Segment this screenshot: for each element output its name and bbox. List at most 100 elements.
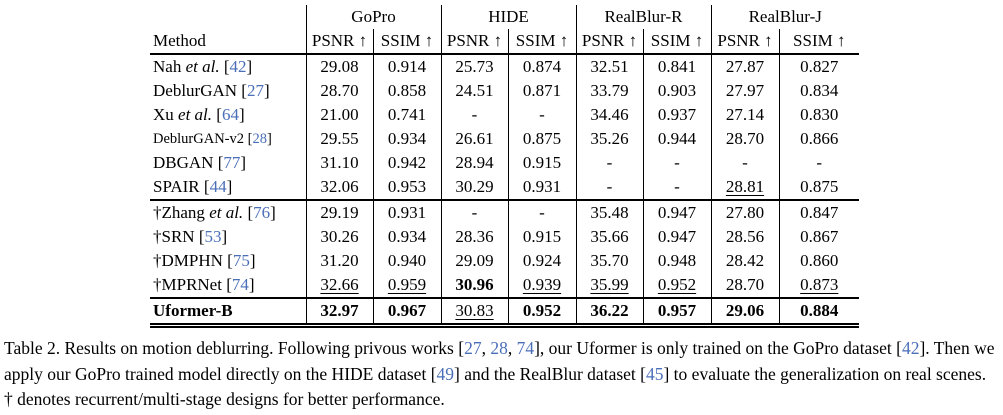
metric-value: - (507, 103, 576, 127)
metric-value-text: 0.953 (387, 177, 427, 196)
results-table-container: GoPro HIDE RealBlur-R RealBlur-J Method … (150, 5, 859, 328)
citation-link[interactable]: 64 (221, 105, 239, 124)
metric-value: 28.36 (440, 225, 508, 249)
metric-value-text: 0.867 (800, 227, 839, 246)
metric-label: SSIM (650, 31, 695, 50)
metric-value: 0.931 (507, 175, 576, 200)
metric-value: 0.957 (642, 297, 711, 328)
et-al-italic: et al. (178, 105, 213, 124)
caption-text: apply our GoPro trained model directly o… (4, 363, 437, 384)
method-column-header: Method (150, 29, 306, 55)
citation-link[interactable]: 28 (490, 338, 508, 358)
metric-value-text: - (539, 203, 545, 222)
metric-value: 32.97 (305, 297, 373, 328)
metric-value: 0.934 (372, 225, 441, 249)
table-row: Nah et al. [42] 29.08 0.914 25.73 0.874 32.51… (150, 54, 859, 79)
metric-value: 0.834 (778, 79, 859, 103)
up-arrow-icon: ↑ (424, 31, 434, 50)
metric-value: 0.952 (642, 273, 711, 298)
metric-value-text: 28.70 (725, 275, 765, 294)
metric-value-text: 0.967 (387, 301, 427, 320)
table-row: DeblurGAN-v2 [28] 29.55 0.934 26.61 0.875 35.… (150, 127, 859, 151)
caption-text: ]. Then we (919, 338, 995, 358)
metric-value: 0.871 (507, 79, 576, 103)
metric-value-text: 30.29 (455, 177, 494, 196)
metric-value: 0.937 (642, 103, 711, 127)
up-arrow-icon: ↑ (694, 31, 704, 50)
metric-value: 32.66 (305, 273, 373, 298)
method-label: †DMPHN (153, 251, 223, 270)
et-al-italic: et al. (185, 57, 220, 76)
group-header-realblur-r: RealBlur-R (575, 5, 711, 29)
citation-link[interactable]: 75 (232, 251, 250, 270)
metric-value: 28.42 (710, 249, 779, 273)
citation-link[interactable]: 42 (901, 338, 920, 358)
metric-value: 29.09 (440, 249, 508, 273)
group-header-realblur-j: RealBlur-J (710, 5, 859, 29)
citation-bracket: [ (221, 275, 232, 294)
citation-link[interactable]: 45 (645, 363, 664, 384)
method-name: DBGAN [77] (150, 151, 306, 175)
metric-value-text: 0.830 (800, 105, 839, 124)
metric-value: 28.70 (305, 79, 373, 103)
metric-value-text: 28.81 (725, 177, 765, 196)
metric-value: 27.80 (710, 199, 779, 225)
citation-link[interactable]: 27 (464, 338, 482, 358)
metric-value-text: 0.875 (800, 177, 839, 196)
metric-value: 28.70 (710, 273, 779, 298)
metric-value-text: 35.66 (590, 227, 629, 246)
metric-value-text: 0.873 (800, 275, 839, 294)
metric-value: 30.26 (305, 225, 373, 249)
col-header-hide-psnr: PSNR ↑ (440, 29, 508, 55)
citation-link[interactable]: 76 (253, 203, 271, 222)
metric-value: 29.19 (305, 199, 373, 225)
method-name: †Zhang et al. [76] (150, 199, 306, 225)
metric-value-text: 35.70 (590, 251, 629, 270)
metric-value-text: 0.741 (387, 105, 427, 124)
citation-link[interactable]: 74 (516, 338, 535, 358)
citation-link[interactable]: 27 (246, 81, 264, 100)
table-row: †DMPHN [75] 31.20 0.940 29.09 0.924 35.70 0.94… (150, 249, 859, 273)
metric-value: 35.70 (575, 249, 643, 273)
metric-value: 35.66 (575, 225, 643, 249)
metric-value: 0.827 (778, 54, 859, 79)
metric-value-text: 0.934 (387, 129, 427, 148)
metric-value-text: 24.51 (455, 81, 494, 100)
metric-value: 0.875 (507, 127, 576, 151)
metric-value: 0.953 (372, 175, 441, 200)
citation-link[interactable]: 42 (229, 57, 247, 76)
citation-link[interactable]: 77 (223, 153, 241, 172)
metric-value: 27.97 (710, 79, 779, 103)
metric-value: 32.06 (305, 175, 373, 200)
metric-value: 26.61 (440, 127, 508, 151)
citation-link[interactable]: 53 (204, 227, 222, 246)
citation-link[interactable]: 44 (209, 177, 227, 196)
metric-value-text: 25.73 (455, 57, 494, 76)
citation-link[interactable]: 74 (231, 275, 249, 294)
et-al-italic: et al. (209, 203, 244, 222)
metric-value: 0.934 (372, 127, 441, 151)
metric-value-text: - (471, 203, 478, 222)
metric-value: 28.70 (710, 127, 779, 151)
citation-bracket: ] (240, 153, 247, 172)
metric-value-text: 0.959 (387, 275, 427, 294)
metric-value-text: 29.09 (455, 251, 494, 270)
metric-value: 0.924 (507, 249, 576, 273)
metric-value: 0.873 (778, 273, 859, 298)
metric-value-text: 27.80 (725, 203, 765, 222)
metric-label: PSNR (717, 31, 765, 50)
metric-value-text: 36.22 (590, 301, 629, 320)
metric-value-text: 27.97 (725, 81, 765, 100)
metric-value-text: 30.96 (455, 275, 494, 294)
metric-value: 0.830 (778, 103, 859, 127)
citation-bracket: ] (266, 130, 272, 147)
citation-link[interactable]: 49 (436, 363, 455, 384)
citation-link[interactable]: 28 (252, 130, 267, 147)
metric-value-text: - (606, 153, 613, 172)
method-name: †DMPHN [75] (150, 249, 306, 273)
metric-value-text: 26.61 (455, 129, 494, 148)
metric-value-text: 32.06 (320, 177, 359, 196)
citation-bracket: [ (237, 81, 247, 100)
col-header-realblur-r-psnr: PSNR ↑ (575, 29, 643, 55)
metric-value: 0.939 (507, 273, 576, 298)
